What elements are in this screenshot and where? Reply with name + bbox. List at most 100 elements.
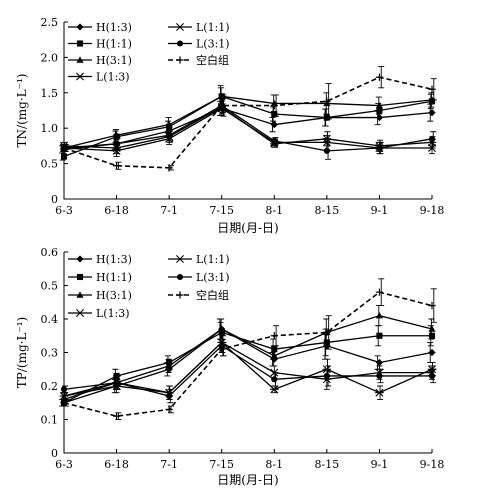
legend-marker: [76, 273, 84, 281]
data-point: [428, 109, 436, 117]
legend-label: L(1:1): [196, 253, 230, 266]
x-tick-label: 8-15: [314, 204, 339, 217]
legend-marker: [76, 255, 84, 263]
x-tick-label: 7-1: [160, 458, 178, 471]
data-point: [112, 412, 121, 420]
data-point: [270, 332, 278, 340]
data-point: [165, 121, 173, 128]
data-point: [270, 121, 278, 129]
data-point: [271, 110, 278, 118]
y-tick-label: 0.6: [41, 246, 59, 259]
legend-item-空白组: 空白组: [168, 53, 229, 67]
data-point: [375, 288, 384, 296]
data-point: [166, 392, 173, 400]
series-line: [63, 104, 433, 152]
data-point: [165, 164, 173, 172]
legend-marker: [76, 40, 84, 47]
y-tick-label: 1.0: [41, 122, 59, 135]
data-point: [269, 385, 279, 394]
legend-item-h3-1: H(3:1): [68, 289, 132, 302]
data-point: [165, 405, 173, 414]
legend-label: L(3:1): [196, 271, 230, 284]
legend-label: L(1:3): [96, 307, 130, 320]
y-tick-label: 2.0: [41, 51, 59, 64]
y-tick-label: 0: [51, 447, 58, 460]
legend-item-l1-1: L(1:1): [168, 253, 230, 266]
data-point: [428, 332, 436, 339]
legend-label: H(3:1): [96, 54, 132, 67]
legend-label: H(1:1): [96, 38, 132, 51]
x-tick-label: 8-15: [314, 458, 339, 471]
data-point: [270, 352, 278, 359]
x-tick-label: 6-3: [55, 204, 73, 217]
series-line: [63, 95, 433, 158]
legend-item-l1-3: L(1:3): [68, 71, 130, 84]
y-tick-label: 1.5: [41, 87, 59, 100]
legend-item-h1-1: H(1:1): [68, 38, 132, 51]
legend-label: L(1:3): [96, 71, 130, 84]
y-axis-title: TP/(mg·L⁻¹): [15, 317, 29, 388]
series-line: [63, 107, 433, 151]
data-point: [428, 372, 436, 380]
legend-label: L(3:1): [196, 38, 230, 51]
legend-label: L(1:1): [196, 21, 230, 34]
series-line: [63, 106, 433, 149]
data-point: [165, 362, 173, 369]
x-axis-title: 日期(月-日): [217, 221, 278, 235]
legend-marker: [76, 72, 84, 81]
data-point: [323, 339, 330, 346]
legend-item-h1-3: H(1:3): [68, 21, 132, 34]
data-point: [428, 85, 436, 93]
data-point: [323, 114, 330, 121]
legend: H(1:3) H(1:1) H(3:1) L(1:3) L(1:1) L(3:1) 空白组: [68, 21, 230, 84]
data-point: [323, 328, 331, 336]
data-point: [375, 73, 384, 81]
legend-item-l1-1: L(1:1): [168, 21, 230, 34]
data-point: [60, 153, 68, 160]
series-line: [63, 95, 433, 149]
legend-marker: [76, 23, 84, 31]
data-point: [376, 372, 383, 380]
data-point: [270, 101, 278, 110]
data-point: [271, 137, 278, 145]
legend-item-l3-1: L(3:1): [168, 271, 230, 284]
legend-item-h3-1: H(3:1): [68, 54, 132, 67]
data-point: [376, 144, 383, 152]
series-line: [63, 331, 432, 404]
y-axis-title: TN/(mg·L⁻¹): [15, 74, 29, 148]
legend-marker: [176, 40, 184, 47]
series-l3-1: [60, 98, 437, 160]
data-point: [218, 345, 226, 353]
x-tick-label: 6-18: [104, 458, 129, 471]
data-point: [218, 325, 226, 332]
data-point: [323, 372, 330, 380]
data-point: [60, 144, 68, 152]
y-tick-label: 0.2: [41, 380, 59, 393]
legend-marker: [176, 56, 184, 64]
x-tick-label: 7-1: [160, 204, 178, 217]
x-tick-label: 7-15: [209, 204, 234, 217]
legend-label: H(3:1): [96, 289, 132, 302]
data-point: [323, 147, 330, 154]
y-tick-label: 2.5: [41, 16, 59, 29]
legend-label: 空白组: [196, 288, 229, 302]
legend-marker: [76, 309, 84, 317]
data-point: [323, 97, 331, 105]
data-point: [60, 386, 68, 393]
series-空白组: [60, 278, 437, 420]
x-tick-label: 9-1: [371, 204, 389, 217]
data-point: [113, 379, 120, 386]
data-point: [428, 348, 436, 357]
series-line: [63, 344, 432, 397]
x-tick-label: 9-18: [420, 204, 445, 217]
y-tick-label: 0.5: [41, 158, 59, 171]
legend-marker: [175, 255, 185, 263]
legend-item-l1-3: L(1:3): [68, 307, 130, 320]
data-point: [59, 392, 69, 401]
tp-chart: 0 0.1 0.2 0.3 0.4 0.5 0.6 6-3 6-18 7-1 7-15 8-1 8-15…: [15, 246, 444, 487]
data-point: [428, 135, 436, 142]
y-tick-label: 0.4: [41, 313, 59, 326]
x-tick-label: 6-18: [104, 204, 129, 217]
data-point: [375, 101, 384, 109]
